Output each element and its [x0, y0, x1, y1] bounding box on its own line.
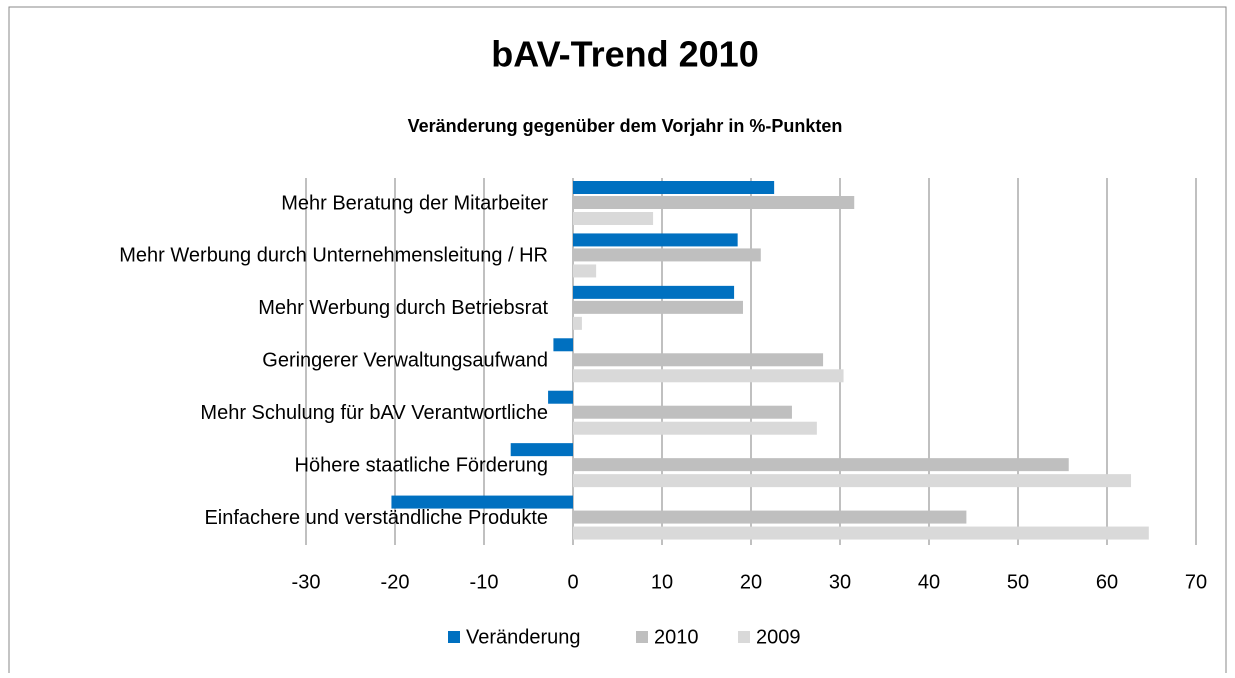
legend-swatch	[738, 631, 750, 643]
bar	[573, 181, 775, 194]
x-tick-label: 50	[1007, 571, 1029, 593]
bar	[573, 369, 844, 383]
x-tick-label: 20	[740, 571, 762, 593]
legend-label: 2009	[756, 626, 801, 648]
legend-label: 2010	[654, 626, 699, 648]
x-tick-label: 0	[567, 571, 578, 593]
category-label: Geringerer Verwaltungsaufwand	[262, 350, 548, 372]
x-tick-label: 10	[651, 571, 673, 593]
legend-label: Veränderung	[466, 626, 581, 648]
bar	[573, 212, 654, 225]
chart-subtitle: Veränderung gegenüber dem Vorjahr in %-P…	[408, 116, 843, 136]
bar	[573, 526, 1149, 540]
bar	[510, 443, 573, 457]
bar	[553, 338, 573, 352]
category-label: Mehr Werbung durch Betriebsrat	[258, 297, 548, 319]
category-label: Mehr Werbung durch Unternehmensleitung /…	[119, 245, 548, 267]
bar	[573, 248, 761, 262]
legend-swatch	[636, 631, 648, 643]
bar	[573, 196, 855, 209]
x-tick-label: 40	[918, 571, 940, 593]
legend-swatch	[448, 631, 460, 643]
chart-frame	[8, 6, 1227, 678]
x-tick-label: -20	[381, 571, 410, 593]
x-tick-label: 70	[1185, 571, 1207, 593]
category-label: Mehr Beratung der Mitarbeiter	[281, 192, 548, 214]
x-tick-label: -10	[470, 571, 499, 593]
bar	[548, 390, 573, 404]
bar	[573, 421, 817, 435]
bar	[391, 495, 573, 509]
bar	[573, 316, 582, 330]
bar	[573, 233, 738, 247]
bar	[573, 405, 792, 419]
chart-title: bAV-Trend 2010	[491, 34, 758, 75]
bar	[573, 300, 743, 314]
category-label: Höhere staatliche Förderung	[295, 454, 548, 476]
bar	[573, 510, 967, 524]
category-label: Mehr Schulung für bAV Verantwortliche	[200, 402, 548, 424]
bar	[573, 458, 1069, 472]
bar	[573, 285, 735, 299]
bar	[573, 474, 1132, 488]
x-tick-label: -30	[292, 571, 321, 593]
x-tick-label: 30	[829, 571, 851, 593]
bar	[573, 264, 597, 278]
category-label: Einfachere und verständliche Produkte	[204, 507, 548, 529]
bar	[573, 353, 824, 367]
x-tick-label: 60	[1096, 571, 1118, 593]
